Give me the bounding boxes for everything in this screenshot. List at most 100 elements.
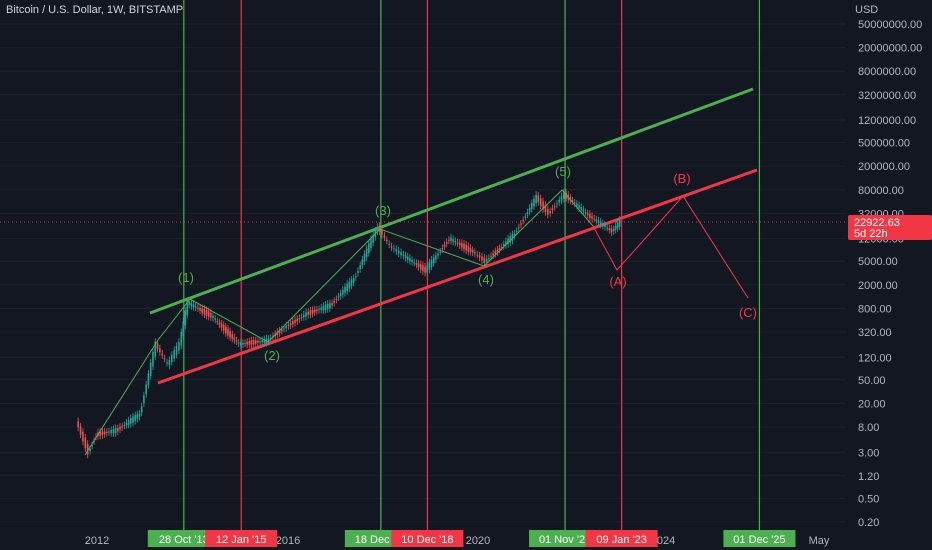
candle-body bbox=[604, 225, 606, 228]
candle-body bbox=[216, 321, 219, 323]
candle-body bbox=[458, 242, 461, 246]
candle-body bbox=[547, 208, 549, 215]
candle-body bbox=[285, 325, 287, 329]
date-tag: 09 Jan '23 bbox=[585, 530, 658, 547]
candle-body bbox=[190, 302, 193, 307]
candle-body bbox=[259, 341, 261, 343]
candle-body bbox=[359, 265, 361, 270]
candle-body bbox=[244, 343, 246, 345]
candle-body bbox=[86, 443, 89, 455]
candle-body bbox=[563, 192, 565, 199]
candle-body bbox=[276, 331, 279, 335]
candle-body bbox=[593, 218, 595, 220]
candle-body bbox=[159, 348, 161, 353]
candle-body bbox=[544, 204, 547, 213]
candle-body bbox=[235, 340, 238, 342]
candle-body bbox=[77, 421, 79, 428]
candle-body bbox=[231, 334, 234, 339]
candle-body bbox=[556, 203, 558, 205]
candle-body bbox=[335, 298, 338, 300]
candle-body bbox=[582, 209, 585, 212]
candle-body bbox=[214, 318, 216, 320]
candle-body bbox=[324, 304, 327, 310]
correction-projection-path bbox=[592, 195, 749, 299]
candle-body bbox=[318, 309, 320, 311]
candle-body bbox=[313, 309, 316, 313]
candle-body bbox=[344, 286, 346, 293]
candle-body bbox=[372, 234, 374, 243]
candle-body bbox=[595, 219, 598, 221]
candle-body bbox=[515, 231, 518, 233]
candle-body bbox=[524, 216, 527, 218]
candle-body bbox=[368, 243, 370, 253]
candle-body bbox=[201, 308, 204, 313]
candle-body bbox=[233, 337, 236, 341]
candle-body bbox=[589, 213, 591, 218]
candle-body bbox=[509, 236, 512, 243]
date-tag-label: 01 Nov '21 bbox=[539, 534, 591, 546]
y-tick-label: 500000.00 bbox=[858, 138, 910, 150]
current-price-tag bbox=[848, 215, 932, 240]
candle-body bbox=[443, 244, 446, 247]
candle-body bbox=[119, 426, 121, 430]
candle-body bbox=[400, 252, 402, 256]
candle-body bbox=[166, 362, 168, 364]
candle-body bbox=[222, 324, 225, 331]
candle-body bbox=[424, 266, 426, 273]
y-tick-label: 200000.00 bbox=[858, 161, 910, 173]
candle-body bbox=[602, 223, 604, 227]
candle-body bbox=[494, 251, 497, 255]
candles bbox=[77, 188, 621, 459]
y-tick-label: 0.50 bbox=[858, 493, 879, 505]
candle-body bbox=[184, 310, 187, 326]
y-tick-label: 8000000.00 bbox=[858, 66, 916, 78]
candle-body bbox=[267, 338, 270, 341]
candle-body bbox=[553, 206, 556, 208]
candle-body bbox=[114, 428, 117, 434]
candle-body bbox=[132, 416, 134, 423]
candle-body bbox=[125, 422, 128, 426]
y-tick-label: 800.00 bbox=[858, 303, 892, 315]
candle-body bbox=[103, 431, 106, 435]
candle-body bbox=[192, 304, 195, 307]
candle-body bbox=[168, 360, 171, 366]
candle-body bbox=[560, 196, 563, 201]
y-tick-label: 20000000.00 bbox=[858, 43, 922, 55]
candle-body bbox=[526, 212, 529, 215]
candle-body bbox=[542, 201, 544, 210]
candle-body bbox=[539, 198, 542, 206]
candle-body bbox=[485, 258, 488, 262]
candle-body bbox=[294, 319, 296, 324]
candle-body bbox=[250, 340, 253, 345]
current-price-value: 22922.63 bbox=[854, 217, 900, 229]
candle-body bbox=[393, 248, 395, 250]
candle-body bbox=[136, 414, 139, 420]
candle-body bbox=[450, 237, 452, 241]
candle-body bbox=[498, 248, 501, 250]
candle-body bbox=[397, 250, 400, 254]
date-tag-label: 28 Oct '13 bbox=[159, 534, 209, 546]
candle-body bbox=[376, 226, 379, 232]
upper-channel-line bbox=[149, 87, 754, 315]
current-price-countdown: 5d 22h bbox=[854, 228, 888, 240]
candle-body bbox=[571, 200, 574, 202]
candle-body bbox=[419, 264, 422, 270]
candle-body bbox=[127, 420, 130, 425]
candle-body bbox=[229, 331, 231, 338]
candle-body bbox=[503, 244, 505, 247]
candle-body bbox=[441, 248, 444, 250]
candle-body bbox=[99, 431, 102, 436]
candle-body bbox=[417, 263, 420, 268]
candle-body bbox=[430, 259, 433, 267]
candle-body bbox=[278, 330, 281, 334]
candle-body bbox=[199, 307, 201, 311]
y-tick-label: 80000.00 bbox=[858, 185, 904, 197]
date-tag-bg bbox=[585, 530, 658, 547]
candle-body bbox=[612, 229, 615, 232]
candle-body bbox=[289, 323, 292, 326]
candle-body bbox=[395, 249, 398, 252]
candle-body bbox=[138, 413, 141, 417]
candle-body bbox=[84, 437, 87, 449]
candle-body bbox=[361, 259, 364, 266]
